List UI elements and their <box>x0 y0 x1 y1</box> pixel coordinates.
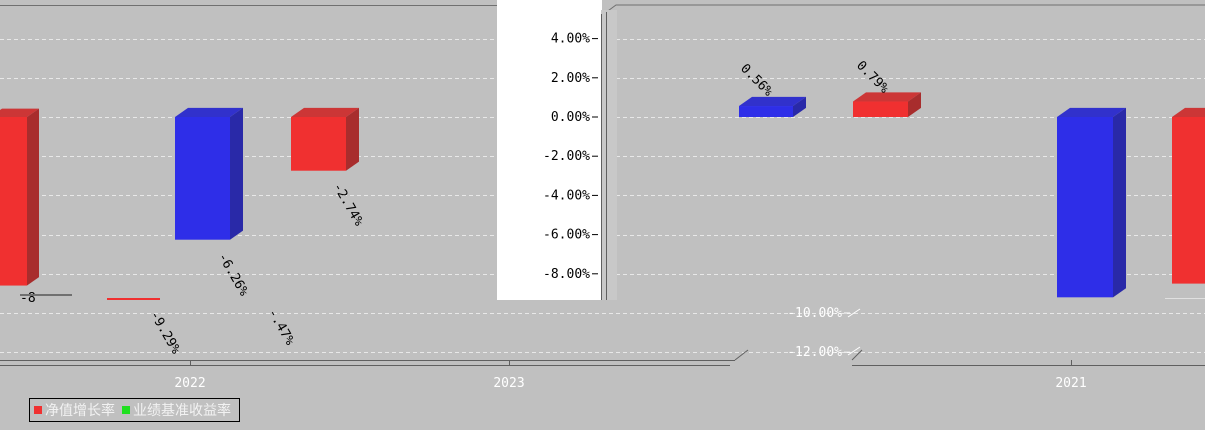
y-tick-label: 2.00% <box>551 71 590 86</box>
x-tick-label: 2023 <box>493 376 524 391</box>
bar-side <box>27 108 39 286</box>
bar-top <box>1057 107 1126 117</box>
bar-front <box>853 101 908 117</box>
legend-label-net-growth: 净值增长率 <box>45 403 115 419</box>
data-label: -.47% <box>265 307 298 349</box>
legend-swatch-red <box>34 406 42 414</box>
y-tick-label: -4.00% <box>543 188 590 203</box>
bar-top <box>0 108 39 117</box>
x-tick-label: 2022 <box>174 376 205 391</box>
legend-item-net-growth: 净值增长率 <box>34 400 115 420</box>
legend: 净值增长率 业绩基准收益率 <box>29 398 240 422</box>
bar-side <box>908 92 921 117</box>
bar-side <box>230 107 243 240</box>
x-axis-corner-right <box>851 349 863 361</box>
bar-front <box>291 117 346 171</box>
bar-side <box>346 107 359 171</box>
bar-front <box>0 117 27 286</box>
data-label: -8 <box>20 291 36 306</box>
bar-side <box>793 96 806 117</box>
y-tick-label: -2.00% <box>543 149 590 164</box>
bar-top <box>1172 107 1205 117</box>
y-tick-label: 0.00% <box>551 110 590 125</box>
bar-top <box>175 107 243 117</box>
axis-wall <box>601 10 617 300</box>
data-label: -9.29% <box>147 309 184 357</box>
bar-front <box>1057 117 1113 298</box>
y-tick-label: -8.00% <box>543 267 590 282</box>
y-tick-label: -6.00% <box>543 228 590 243</box>
axis-panel <box>497 0 602 300</box>
bar-front <box>175 117 230 240</box>
x-axis-corner <box>734 349 749 361</box>
data-label: 0.79% <box>853 58 891 96</box>
legend-label-benchmark: 业绩基准收益率 <box>133 403 231 419</box>
y-tick-label: -10.00% <box>787 306 842 321</box>
bar-side <box>1113 107 1126 298</box>
bar-flat <box>107 298 160 300</box>
legend-item-benchmark: 业绩基准收益率 <box>122 400 231 420</box>
axis-stub-12 <box>847 346 861 356</box>
bar-flat <box>20 294 72 296</box>
bar-top <box>739 96 806 107</box>
x-tick-label: 2021 <box>1055 376 1086 391</box>
bar-front <box>739 106 793 117</box>
y-tick-label: -12.00% <box>787 345 842 360</box>
data-label: -2.74% <box>330 181 367 229</box>
axis-stub-10 <box>847 308 861 318</box>
bar-front <box>1172 117 1205 284</box>
legend-swatch-green <box>122 406 130 414</box>
plot-top-border-right <box>600 4 1205 17</box>
bar-top <box>291 107 359 117</box>
y-tick-label: 4.00% <box>551 32 590 47</box>
bar-top <box>853 92 921 102</box>
data-label: 0.56% <box>737 61 775 99</box>
